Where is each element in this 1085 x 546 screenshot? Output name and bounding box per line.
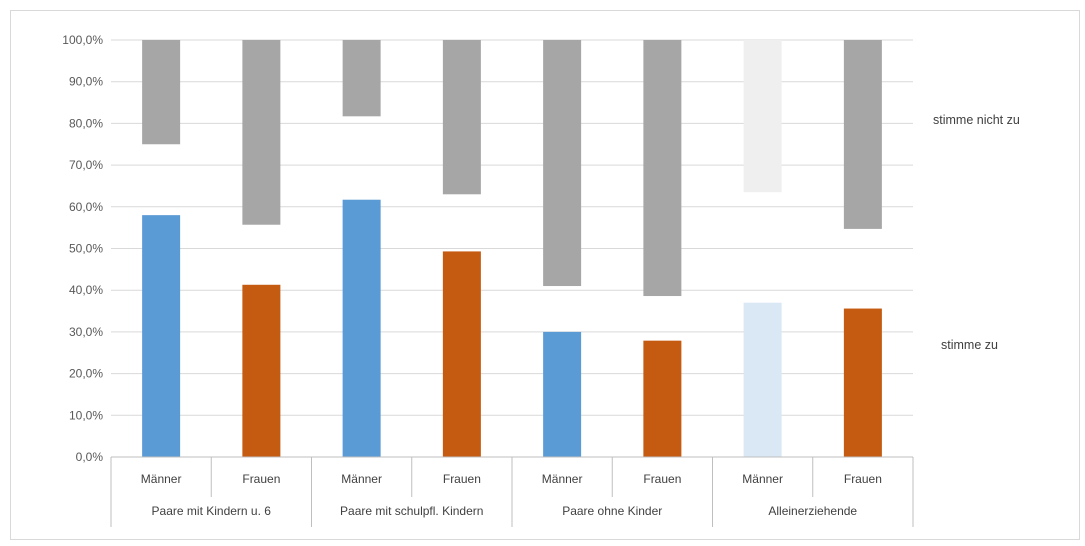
y-tick-label: 90,0% <box>69 75 103 89</box>
chart-frame: 0,0% 10,0% 20,0% 30,0% 40,0% 50,0% 60,0% 70,0% 8… <box>10 10 1080 540</box>
y-tick-label: 20,0% <box>69 367 103 381</box>
x-category-label: Frauen <box>443 472 481 486</box>
y-tick-label: 30,0% <box>69 325 103 339</box>
bar-stimme-nicht-zu <box>242 40 281 225</box>
y-tick-label: 40,0% <box>69 283 103 297</box>
bar-stimme-nicht-zu <box>643 40 682 297</box>
y-tick-label: 50,0% <box>69 242 103 256</box>
bar-stimme-nicht-zu <box>442 40 481 195</box>
x-category-label: Männer <box>141 472 182 486</box>
bar-stimme-zu <box>543 331 582 457</box>
y-tick-label: 70,0% <box>69 158 103 172</box>
bar-stimme-nicht-zu <box>342 40 381 117</box>
bar-stimme-zu <box>442 251 481 457</box>
x-group-label: Alleinerziehende <box>768 504 857 518</box>
y-tick-label: 80,0% <box>69 116 103 130</box>
x-category-label: Männer <box>542 472 583 486</box>
bar-stimme-nicht-zu <box>142 40 181 145</box>
bar-stimme-zu <box>342 199 381 457</box>
x-group-label: Paare mit schulpfl. Kindern <box>340 504 483 518</box>
bar-stimme-nicht-zu <box>743 40 782 193</box>
x-category-label: Frauen <box>844 472 882 486</box>
y-tick-label: 100,0% <box>62 33 103 47</box>
bar-stimme-nicht-zu <box>843 40 882 229</box>
bar-stimme-zu <box>743 302 782 457</box>
bar-chart: 0,0% 10,0% 20,0% 30,0% 40,0% 50,0% 60,0% 70,0% 8… <box>62 33 1020 527</box>
y-tick-label: 10,0% <box>69 408 103 422</box>
bar-stimme-zu <box>242 284 281 457</box>
x-group-label: Paare ohne Kinder <box>562 504 662 518</box>
series-label-stimme-nicht-zu: stimme nicht zu <box>933 113 1020 127</box>
bar-stimme-zu <box>843 308 882 457</box>
x-category-label: Männer <box>742 472 783 486</box>
bar-stimme-zu <box>142 215 181 457</box>
x-group-label: Paare mit Kindern u. 6 <box>152 504 272 518</box>
series-label-stimme-zu: stimme zu <box>941 338 998 352</box>
x-category-label: Frauen <box>242 472 280 486</box>
x-category-label: Frauen <box>643 472 681 486</box>
bar-stimme-nicht-zu <box>543 40 582 287</box>
x-category-label: Männer <box>341 472 382 486</box>
y-tick-label: 60,0% <box>69 200 103 214</box>
y-tick-label: 0,0% <box>76 450 104 464</box>
bar-stimme-zu <box>643 340 682 457</box>
